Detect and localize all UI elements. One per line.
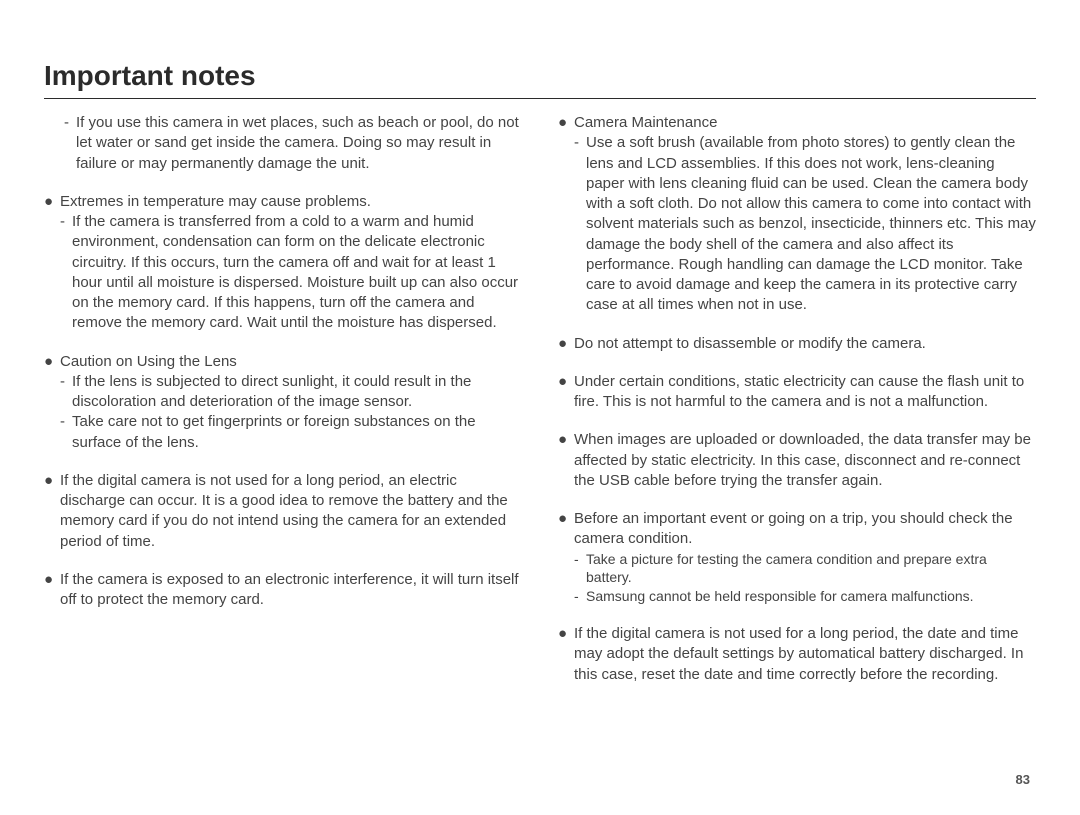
dash-icon: - bbox=[60, 412, 72, 453]
right-column: ● Camera Maintenance - Use a soft brush … bbox=[558, 113, 1036, 703]
note-maintenance: ● Camera Maintenance - Use a soft brush … bbox=[558, 113, 1036, 316]
note-text: Take a picture for testing the camera co… bbox=[586, 550, 1036, 588]
bullet-icon: ● bbox=[558, 372, 574, 413]
note-lens-caution: ● Caution on Using the Lens - If the len… bbox=[44, 352, 522, 453]
bullet-icon: ● bbox=[558, 509, 574, 550]
note-text: Use a soft brush (available from photo s… bbox=[586, 133, 1036, 315]
note-lead: Under certain conditions, static electri… bbox=[574, 372, 1036, 413]
bullet-icon: ● bbox=[558, 430, 574, 491]
note-lead: Before an important event or going on a … bbox=[574, 509, 1036, 550]
note-event-check: ● Before an important event or going on … bbox=[558, 509, 1036, 606]
bullet-icon: ● bbox=[44, 192, 60, 212]
note-cont-text: Clean the camera body with a soft cloth.… bbox=[586, 175, 1036, 314]
dash-icon: - bbox=[574, 587, 586, 606]
note-lead: If the digital camera is not used for a … bbox=[60, 471, 522, 552]
dash-icon: - bbox=[574, 550, 586, 588]
note-text: If you use this camera in wet places, su… bbox=[76, 113, 522, 174]
bullet-icon: ● bbox=[44, 352, 60, 372]
manual-page: Important notes - If you use this camera… bbox=[0, 0, 1080, 815]
left-column: - If you use this camera in wet places, … bbox=[44, 113, 522, 703]
note-text: Samsung cannot be held responsible for c… bbox=[586, 587, 1036, 606]
columns: - If you use this camera in wet places, … bbox=[44, 113, 1036, 703]
page-title: Important notes bbox=[44, 60, 1036, 94]
bullet-icon: ● bbox=[558, 624, 574, 685]
bullet-icon: ● bbox=[558, 334, 574, 354]
dash-icon: - bbox=[574, 133, 586, 315]
note-lead: If the digital camera is not used for a … bbox=[574, 624, 1036, 685]
note-lead: Camera Maintenance bbox=[574, 113, 1036, 133]
dash-icon: - bbox=[60, 212, 72, 334]
note-text: Take care not to get fingerprints or for… bbox=[72, 412, 522, 453]
bullet-icon: ● bbox=[44, 471, 60, 552]
note-text: If the lens is subjected to direct sunli… bbox=[72, 372, 522, 413]
note-wet-places: - If you use this camera in wet places, … bbox=[44, 113, 522, 174]
note-lead: Extremes in temperature may cause proble… bbox=[60, 192, 522, 212]
note-usb-transfer: ● When images are uploaded or downloaded… bbox=[558, 430, 1036, 491]
note-text: If the camera is transferred from a cold… bbox=[72, 212, 522, 334]
page-number: 83 bbox=[1016, 772, 1030, 787]
note-static-flash: ● Under certain conditions, static elect… bbox=[558, 372, 1036, 413]
note-interference: ● If the camera is exposed to an electro… bbox=[44, 570, 522, 611]
note-lead: If the camera is exposed to an electroni… bbox=[60, 570, 522, 611]
note-lead: Do not attempt to disassemble or modify … bbox=[574, 334, 1036, 354]
note-datetime: ● If the digital camera is not used for … bbox=[558, 624, 1036, 685]
note-lead: When images are uploaded or downloaded, … bbox=[574, 430, 1036, 491]
bullet-icon: ● bbox=[558, 113, 574, 133]
note-lead: Caution on Using the Lens bbox=[60, 352, 522, 372]
dash-icon: - bbox=[60, 372, 72, 413]
note-temperature: ● Extremes in temperature may cause prob… bbox=[44, 192, 522, 334]
note-disassemble: ● Do not attempt to disassemble or modif… bbox=[558, 334, 1036, 354]
dash-icon: - bbox=[64, 113, 76, 174]
title-rule bbox=[44, 98, 1036, 99]
bullet-icon: ● bbox=[44, 570, 60, 611]
note-long-period: ● If the digital camera is not used for … bbox=[44, 471, 522, 552]
